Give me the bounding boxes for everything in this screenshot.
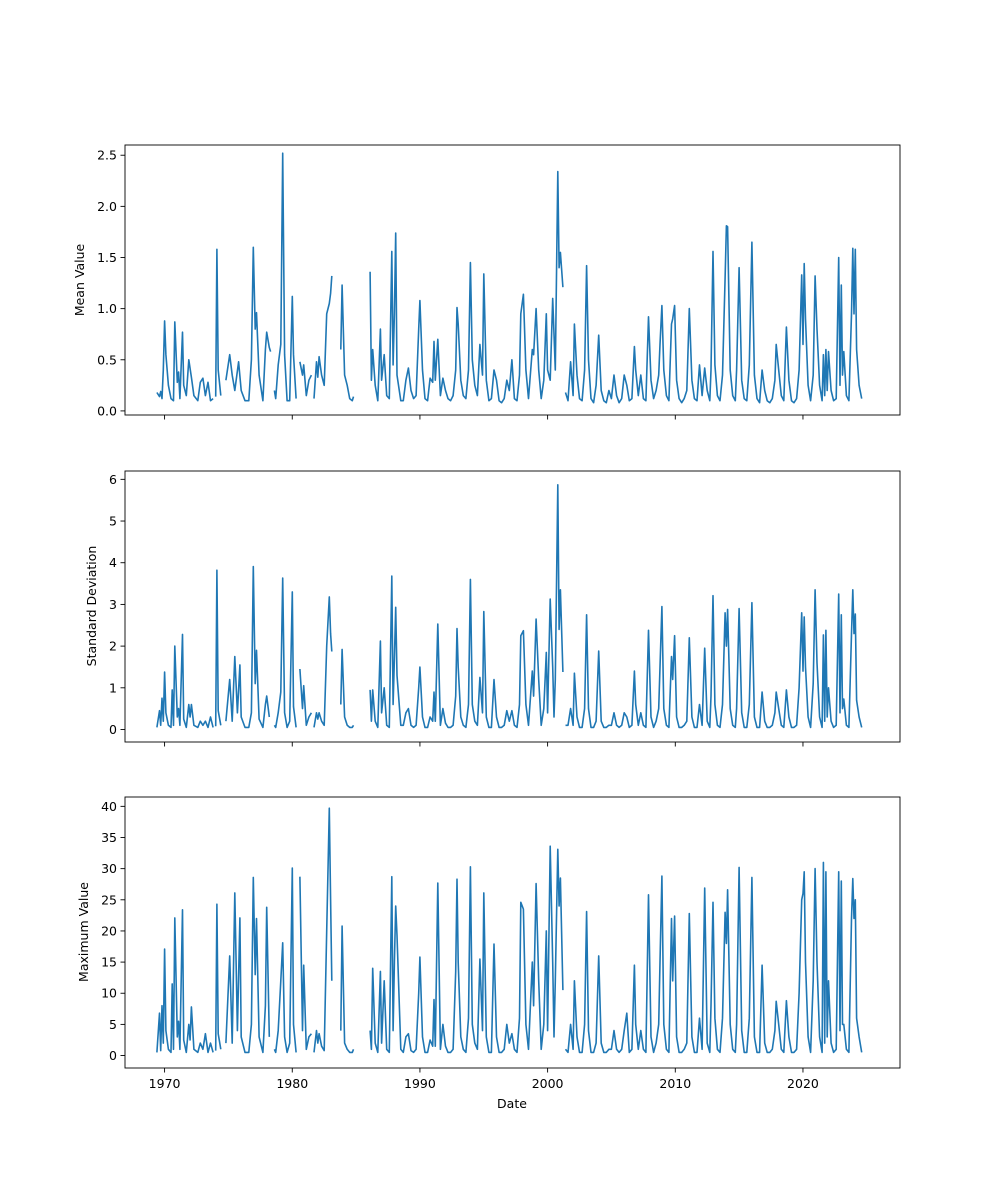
y-tick-label: 0.5 <box>97 352 117 367</box>
y-tick-label: 1.0 <box>97 301 117 316</box>
x-tick-label: 2000 <box>532 1076 564 1091</box>
series-line-segment <box>273 867 297 1054</box>
y-tick-label: 5 <box>109 1017 117 1032</box>
axes-frame <box>124 144 901 416</box>
subplot-maximum-value: 0 5 10 15 20 25 30 35 40 1970 1980 1990 2000 2010 2020… <box>76 796 901 1111</box>
y-tick-label: 35 <box>101 830 117 845</box>
series-line-segment <box>313 275 333 399</box>
subplot-standard-deviation: 0 1 2 3 4 5 6 Standard Deviation <box>84 470 901 747</box>
xlabel-date: Date <box>497 1096 527 1111</box>
series-line-segment <box>313 596 333 728</box>
y-tick-label: 1.5 <box>97 250 117 265</box>
series-line-segment <box>340 648 355 729</box>
series-line-segment <box>156 909 214 1054</box>
series-line-segment <box>313 807 333 1053</box>
series-line-segment <box>214 903 222 1051</box>
y-tick-label: 0 <box>109 1048 117 1063</box>
y-tick-label: 15 <box>101 955 117 970</box>
series-line-segment <box>225 876 271 1054</box>
y-tick-label: 2.0 <box>97 199 117 214</box>
series-line-segment <box>299 361 313 397</box>
series-line-segment <box>564 861 863 1054</box>
subplot-mean-value: 0.0 0.5 1.0 1.5 2.0 2.5 Mean Value <box>72 144 901 420</box>
y-tick-label: 30 <box>101 861 117 876</box>
axes-frame <box>124 796 901 1069</box>
series-line-segment <box>214 248 222 397</box>
x-tick-label: 1980 <box>276 1076 308 1091</box>
y-tick-label: 4 <box>109 555 117 570</box>
y-tick-label: 6 <box>109 472 117 487</box>
ylabel-maximum-value: Maximum Value <box>76 882 91 982</box>
series-line-segment <box>214 569 222 727</box>
axes-frame <box>124 470 901 743</box>
series-line-segment <box>273 577 297 729</box>
x-tick-label: 2020 <box>787 1076 819 1091</box>
series-line-segment <box>369 170 564 404</box>
series-line-segment <box>273 152 297 402</box>
series-line-segment <box>225 565 271 729</box>
y-tick-label: 0.0 <box>97 403 117 418</box>
series-line-segment <box>564 225 863 404</box>
y-tick-label: 1 <box>109 680 117 695</box>
y-tick-label: 20 <box>101 923 117 938</box>
x-tick-label: 1970 <box>149 1076 181 1091</box>
series-line-segment <box>340 925 355 1054</box>
y-tick-label: 2.5 <box>97 148 117 163</box>
series-line-segment <box>156 320 214 402</box>
y-tick-label: 10 <box>101 986 117 1001</box>
series-line-segment <box>156 633 214 729</box>
y-tick-label: 0 <box>109 722 117 737</box>
y-tick-label: 3 <box>109 597 117 612</box>
x-tick-label: 2010 <box>659 1076 691 1091</box>
series-line-segment <box>565 589 863 729</box>
series-line-segment <box>369 484 564 729</box>
series-line-segment <box>299 876 313 1051</box>
y-tick-label: 40 <box>101 799 117 814</box>
x-tick-label: 1990 <box>404 1076 436 1091</box>
y-tick-label: 2 <box>109 639 117 654</box>
series-line-segment <box>299 668 313 727</box>
ylabel-mean-value: Mean Value <box>72 244 87 317</box>
series-line-segment <box>340 284 355 402</box>
series-line-segment <box>225 246 272 402</box>
y-tick-label: 25 <box>101 892 117 907</box>
ylabel-standard-deviation: Standard Deviation <box>84 546 99 667</box>
series-line-segment <box>369 845 564 1054</box>
y-tick-label: 5 <box>109 514 117 529</box>
